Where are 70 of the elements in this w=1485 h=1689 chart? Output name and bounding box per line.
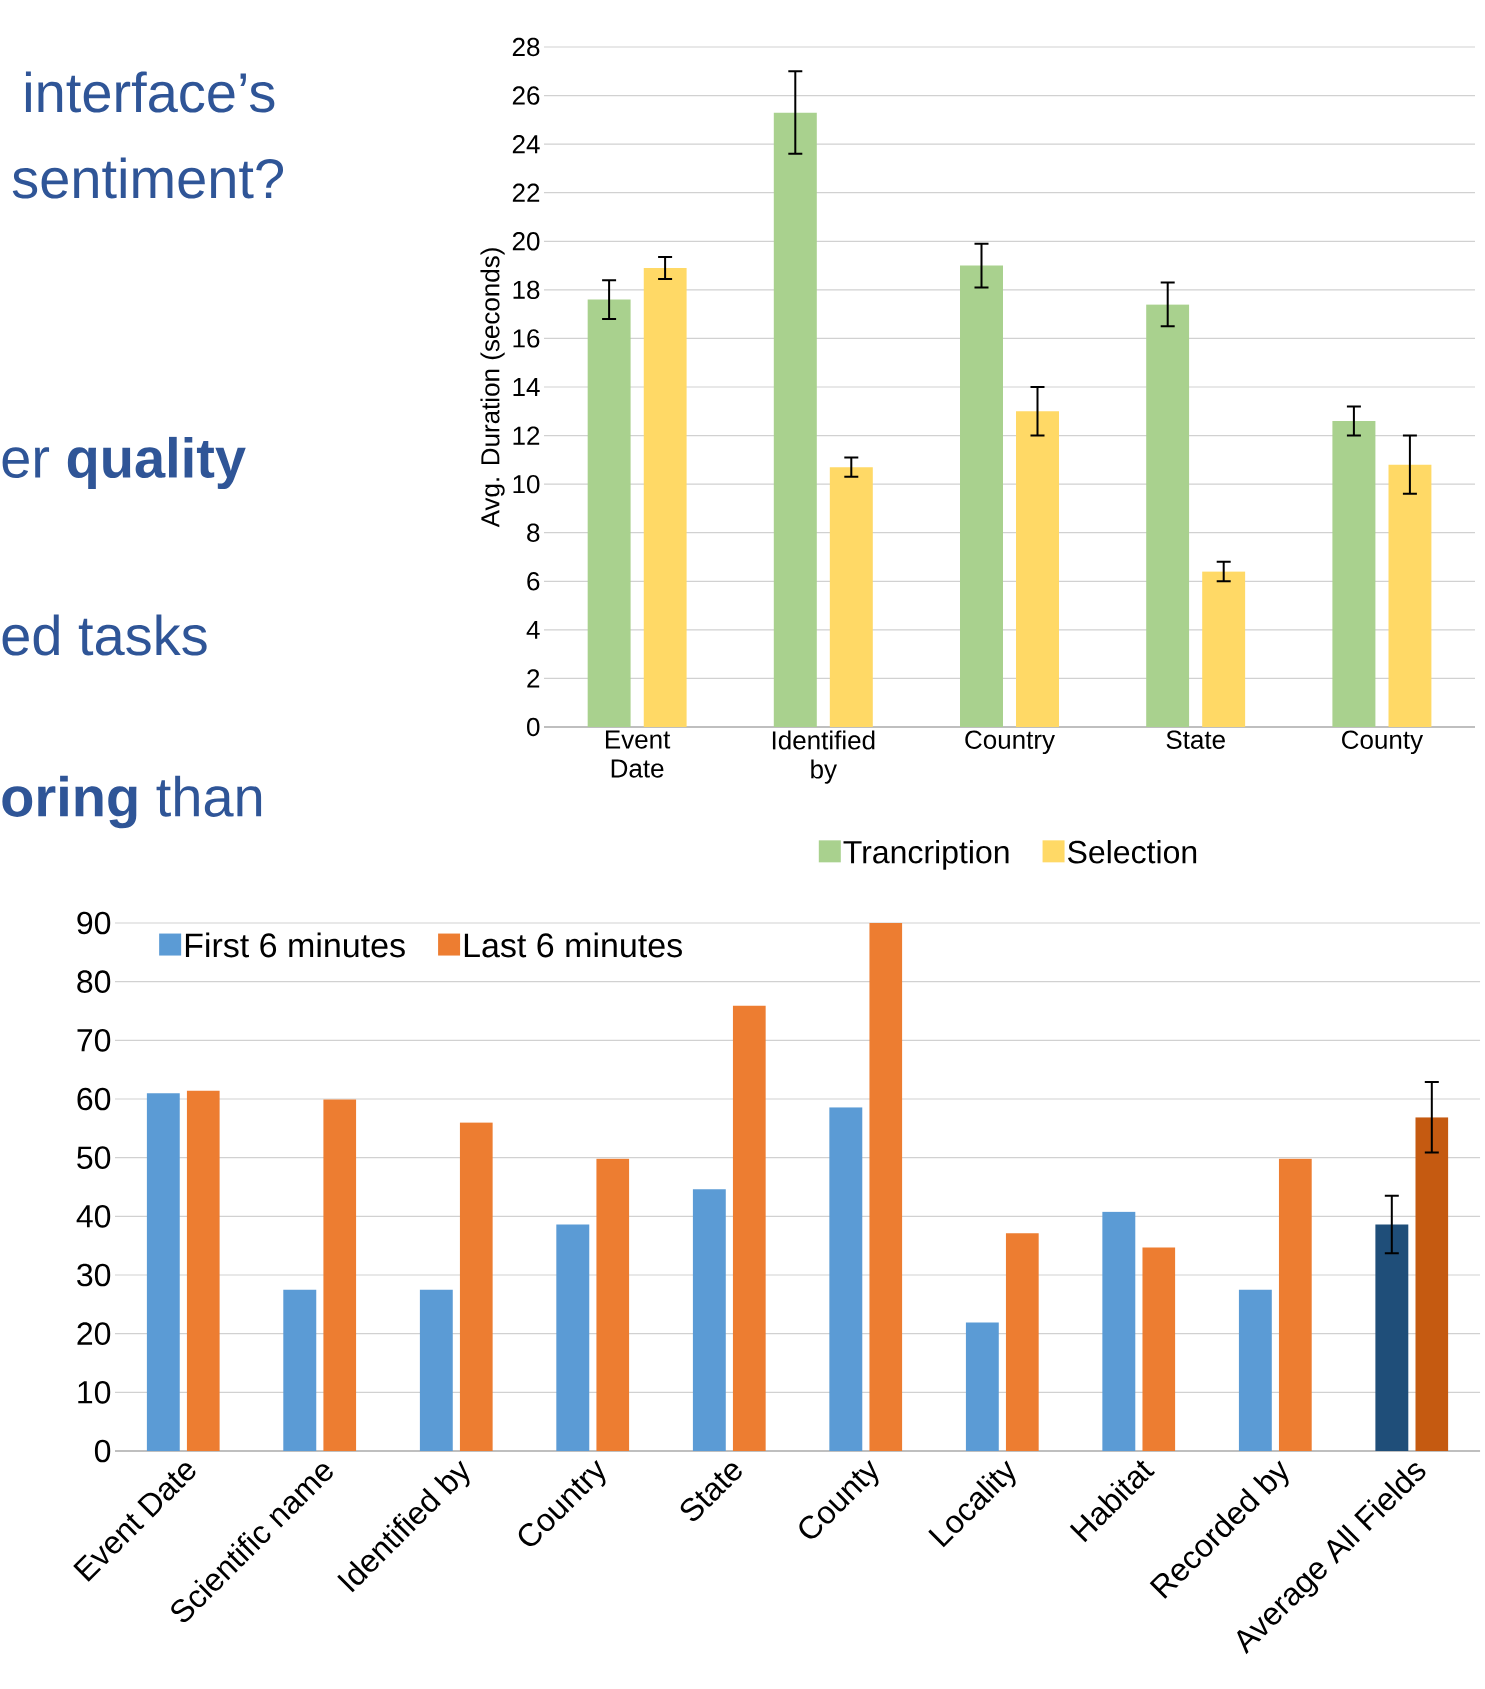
y-tick-label: 4 <box>526 620 540 639</box>
y-tick-label: 8 <box>527 523 540 542</box>
bar <box>773 112 817 727</box>
bar <box>1005 1233 1039 1451</box>
text: interface’s <box>25 71 275 113</box>
bar <box>459 1122 493 1451</box>
y-tick-label: 20 <box>77 1322 111 1345</box>
bar <box>960 265 1003 727</box>
y-axis-title: Avg. Duration (seconds) <box>480 248 505 528</box>
bar <box>692 1189 726 1451</box>
bar <box>1278 1158 1312 1451</box>
y-tick-label: 14 <box>513 378 540 396</box>
legend-label: First 6 minutes <box>185 932 405 958</box>
y-tick-label: 24 <box>512 135 540 154</box>
y-tick-label: 28 <box>512 37 540 57</box>
y-tick-label: 40 <box>76 1205 111 1228</box>
x-tick-label: Country <box>965 730 1055 755</box>
bar <box>587 299 631 727</box>
x-tick-label: Identified by <box>772 730 875 784</box>
x-tick-label: State <box>1166 730 1225 749</box>
bar <box>419 1289 453 1451</box>
bar <box>869 923 903 1451</box>
bar <box>1146 304 1190 727</box>
bar <box>596 1158 630 1451</box>
bar <box>186 1090 220 1451</box>
y-tick-label: 16 <box>513 329 540 348</box>
y-tick-label: 6 <box>527 572 540 591</box>
text: oring than <box>2 775 262 829</box>
text: er quality <box>2 436 246 490</box>
bar <box>829 467 873 727</box>
y-tick-label: 20 <box>512 232 540 251</box>
text: ed tasks <box>2 614 207 656</box>
bar <box>965 1322 999 1451</box>
y-tick-label: 10 <box>78 1381 111 1404</box>
bar <box>1388 464 1432 727</box>
y-tick-label: 30 <box>77 1263 111 1287</box>
y-tick-label: 26 <box>512 86 540 105</box>
bar <box>1102 1211 1136 1451</box>
bar <box>829 1107 863 1451</box>
legend-label: Trancription <box>843 840 1009 870</box>
bar <box>1238 1289 1272 1451</box>
x-tick-label: County <box>1342 730 1424 755</box>
bar <box>556 1224 590 1451</box>
y-tick-label: 2 <box>527 669 540 688</box>
bar <box>1332 420 1376 727</box>
y-tick-label: 70 <box>77 1029 111 1052</box>
bar <box>1142 1247 1176 1451</box>
y-tick-label: 50 <box>77 1146 111 1169</box>
y-tick-label: 22 <box>512 183 540 202</box>
bar <box>1202 571 1246 727</box>
bar <box>1375 1224 1409 1451</box>
legend-label: Last 6 minutes <box>464 932 682 958</box>
y-tick-label: 90 <box>77 911 111 935</box>
bar <box>323 1099 357 1451</box>
bar <box>283 1289 317 1451</box>
legend-label: Selection <box>1068 840 1197 864</box>
y-tick-label: 10 <box>513 474 540 494</box>
text: sentiment? <box>12 157 284 199</box>
bar <box>732 1005 766 1451</box>
bar <box>1415 1117 1449 1451</box>
bar <box>1016 411 1059 727</box>
y-tick-label: 80 <box>77 970 111 993</box>
y-tick-label: 18 <box>513 280 540 300</box>
bar <box>643 267 687 727</box>
bar <box>146 1093 180 1451</box>
y-tick-label: 12 <box>513 426 540 445</box>
y-tick-label: 60 <box>77 1087 111 1111</box>
y-tick-label: 0 <box>527 717 540 737</box>
y-tick-label: 0 <box>94 1439 111 1463</box>
x-tick-label: Event Date <box>605 730 671 778</box>
